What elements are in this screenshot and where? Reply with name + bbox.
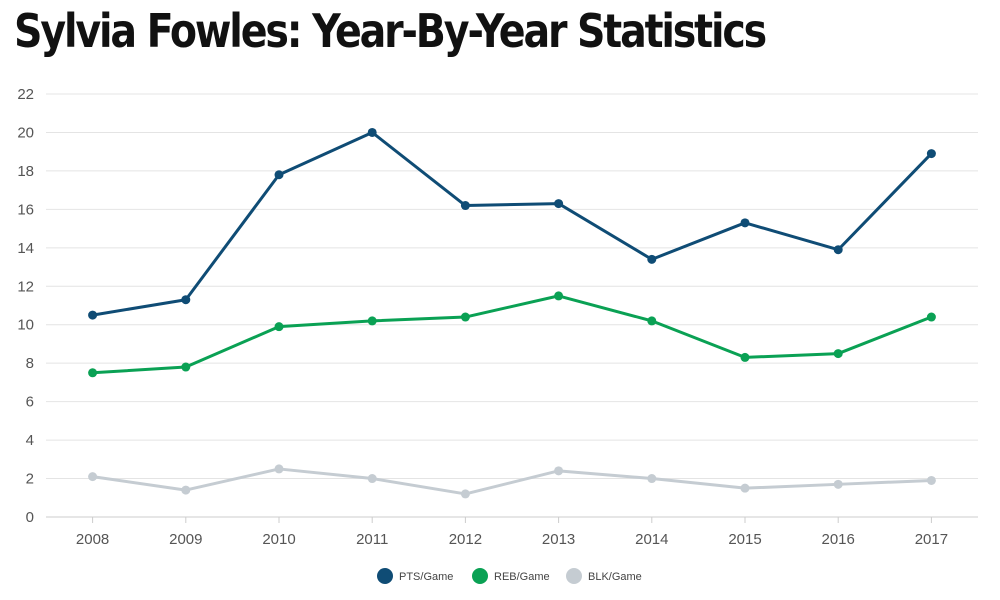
chart-title: Sylvia Fowles: Year-By-Year Statistics: [14, 4, 767, 58]
data-point[interactable]: [647, 254, 657, 264]
data-point[interactable]: [740, 218, 750, 228]
series-pts-game: [88, 127, 936, 320]
data-point[interactable]: [88, 368, 98, 378]
legend-swatch: [377, 568, 393, 584]
data-point[interactable]: [554, 199, 564, 209]
data-point[interactable]: [181, 295, 191, 305]
x-tick-label: 2015: [728, 531, 761, 548]
x-tick-label: 2017: [915, 531, 948, 548]
x-tick-label: 2012: [449, 531, 482, 548]
legend-label: PTS/Game: [399, 571, 453, 583]
series-reb-game: [88, 291, 936, 378]
legend-label: REB/Game: [494, 571, 550, 583]
legend-item[interactable]: BLK/Game: [566, 568, 642, 584]
data-point[interactable]: [926, 475, 936, 485]
x-tick-label: 2009: [169, 531, 202, 548]
grid-lines: [46, 93, 978, 518]
legend-item[interactable]: PTS/Game: [377, 568, 453, 584]
x-tick-label: 2008: [76, 531, 109, 548]
y-tick-label: 18: [17, 163, 34, 180]
data-point[interactable]: [274, 170, 284, 180]
y-tick-label: 4: [26, 432, 34, 449]
data-point[interactable]: [740, 352, 750, 362]
series-line: [91, 294, 933, 375]
legend-swatch: [566, 568, 582, 584]
data-point[interactable]: [460, 489, 470, 499]
legend-label: BLK/Game: [588, 571, 642, 583]
y-tick-label: 16: [17, 201, 34, 218]
data-point[interactable]: [460, 312, 470, 322]
x-tick-label: 2016: [822, 531, 855, 548]
x-tick-label: 2014: [635, 531, 668, 548]
data-point[interactable]: [367, 316, 377, 326]
series-group: [88, 127, 936, 499]
legend-item[interactable]: REB/Game: [472, 568, 550, 584]
data-point[interactable]: [88, 472, 98, 482]
data-point[interactable]: [274, 464, 284, 474]
x-tick-label: 2013: [542, 531, 575, 548]
data-point[interactable]: [647, 316, 657, 326]
y-tick-label: 10: [17, 317, 34, 334]
x-tick-label: 2010: [262, 531, 295, 548]
y-tick-label: 8: [26, 355, 34, 372]
data-point[interactable]: [554, 291, 564, 301]
y-tick-label: 12: [17, 278, 34, 295]
y-tick-label: 6: [26, 394, 34, 411]
data-point[interactable]: [181, 485, 191, 495]
y-axis: 0 2 4 6 8 10 12 14 16 18 20 22: [17, 86, 34, 526]
series-line: [91, 467, 933, 496]
legend: PTS/Game REB/Game BLK/Game: [377, 568, 642, 584]
data-point[interactable]: [833, 245, 843, 255]
series-blk-game: [88, 464, 936, 499]
data-point[interactable]: [181, 362, 191, 372]
data-point[interactable]: [367, 127, 377, 137]
data-point[interactable]: [88, 310, 98, 320]
y-tick-label: 20: [17, 124, 34, 141]
data-point[interactable]: [554, 466, 564, 476]
y-tick-label: 14: [17, 240, 34, 257]
x-tick-label: 2011: [356, 531, 388, 548]
x-axis: 2008 2009 2010 2011 2012 2013 2014 2015 2016 2017: [76, 517, 948, 548]
data-point[interactable]: [740, 483, 750, 493]
data-point[interactable]: [926, 149, 936, 159]
data-point[interactable]: [833, 479, 843, 489]
data-point[interactable]: [647, 474, 657, 484]
data-point[interactable]: [926, 312, 936, 322]
data-point[interactable]: [833, 349, 843, 359]
data-point[interactable]: [367, 474, 377, 484]
data-point[interactable]: [460, 201, 470, 211]
y-tick-label: 22: [17, 86, 34, 103]
y-tick-label: 2: [26, 471, 34, 488]
y-tick-label: 0: [26, 509, 34, 526]
data-point[interactable]: [274, 322, 284, 332]
legend-swatch: [472, 568, 488, 584]
series-line: [91, 130, 933, 317]
